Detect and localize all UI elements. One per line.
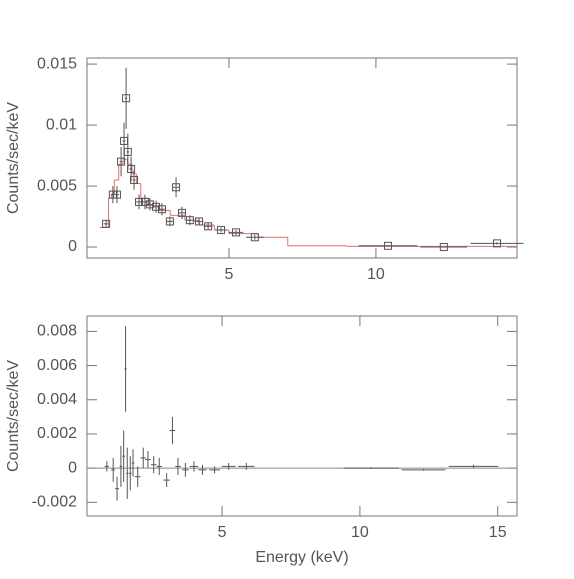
- data-point: [493, 239, 502, 248]
- data-point: [172, 183, 181, 192]
- data-point: [177, 208, 186, 217]
- data-point: [102, 219, 111, 228]
- y-tick-label: 0.008: [37, 323, 77, 340]
- data-point: [383, 241, 392, 250]
- x-axis-label: Energy (keV): [255, 549, 348, 566]
- data-point: [217, 225, 226, 234]
- data-point: [439, 243, 448, 252]
- data-point: [122, 94, 131, 103]
- data-point: [152, 202, 161, 211]
- plot-frame: [86, 57, 518, 259]
- data-point: [185, 216, 194, 225]
- x-tick-label: 5: [218, 524, 227, 541]
- data-point: [165, 217, 174, 226]
- data-point: [157, 205, 166, 214]
- y-tick-label: 0.015: [37, 55, 77, 72]
- data-point: [123, 147, 132, 156]
- y-axis-label: Counts/sec/keV: [5, 360, 22, 472]
- x-tick-label: 5: [225, 266, 234, 283]
- data-point: [145, 200, 154, 209]
- y-tick-label: 0: [68, 238, 77, 255]
- y-tick-label: 0.005: [37, 177, 77, 194]
- y-tick-label: 0.002: [37, 425, 77, 442]
- y-tick-label: 0: [68, 459, 77, 476]
- data-point: [232, 228, 241, 237]
- y-tick-label: 0.004: [37, 391, 77, 408]
- data-point: [250, 233, 259, 242]
- data-point: [130, 175, 139, 184]
- y-tick-label: 0.006: [37, 357, 77, 374]
- x-tick-label: 10: [351, 524, 369, 541]
- data-point: [127, 164, 136, 173]
- data-point: [112, 190, 121, 199]
- data-point: [194, 217, 203, 226]
- data-point: [117, 157, 126, 166]
- data-point: [204, 222, 213, 231]
- data-point: [140, 197, 149, 206]
- y-axis-label: Counts/sec/keV: [5, 102, 22, 214]
- x-tick-label: 15: [489, 524, 507, 541]
- y-tick-label: -0.002: [32, 494, 77, 511]
- y-tick-label: 0.01: [46, 116, 77, 133]
- x-tick-label: 10: [367, 266, 385, 283]
- plot-frame: [86, 315, 518, 517]
